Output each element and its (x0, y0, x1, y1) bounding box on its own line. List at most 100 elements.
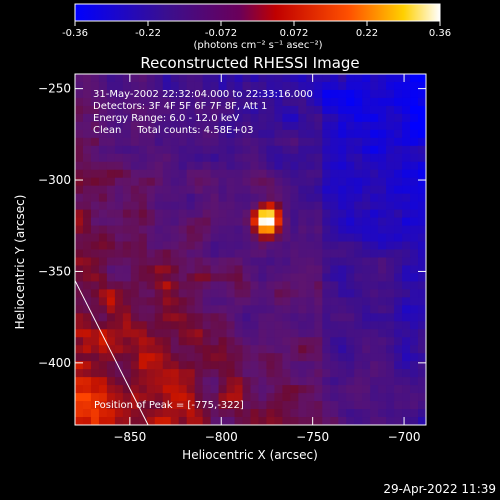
heatmap-cell (186, 313, 196, 322)
heatmap-cell (298, 361, 307, 370)
heatmap-cell (106, 81, 116, 91)
heatmap-cell (298, 161, 307, 171)
heatmap-cell (346, 193, 355, 203)
heatmap-cell (346, 313, 355, 322)
heatmap-cell (274, 209, 284, 219)
heatmap-cell (378, 257, 387, 267)
heatmap-cell (386, 97, 395, 107)
heatmap-cell (394, 153, 403, 163)
heatmap-cell (290, 417, 299, 425)
heatmap-cell (306, 321, 315, 330)
heatmap-cell (114, 241, 124, 251)
heatmap-cell (330, 137, 339, 147)
heatmap-cell (258, 305, 268, 314)
heatmap-cell (122, 201, 132, 211)
heatmap-cell (122, 393, 132, 402)
heatmap-cell (418, 153, 426, 163)
heatmap-cell (234, 297, 244, 306)
heatmap-cell (114, 225, 124, 235)
heatmap-cell (170, 305, 180, 314)
heatmap-cell (146, 217, 156, 227)
heatmap-cell (330, 209, 339, 219)
heatmap-cell (290, 185, 299, 195)
heatmap-cell (242, 225, 252, 235)
heatmap-cell (75, 345, 84, 354)
heatmap-cell (418, 337, 426, 346)
heatmap-cell (162, 233, 172, 243)
heatmap-cell (226, 185, 236, 195)
heatmap-cell (418, 241, 426, 251)
heatmap-cell (266, 409, 276, 418)
heatmap-cell (410, 249, 419, 259)
heatmap-cell (290, 385, 299, 394)
heatmap-cell (298, 393, 307, 402)
heatmap-cell (330, 249, 339, 259)
heatmap-cell (282, 209, 291, 219)
heatmap-cell (75, 89, 84, 99)
heatmap-cell (386, 185, 395, 195)
heatmap-cell (82, 89, 92, 99)
heatmap-cell (378, 233, 387, 243)
heatmap-cell (402, 89, 411, 99)
heatmap-cell (82, 401, 92, 410)
heatmap-cell (194, 297, 204, 306)
heatmap-cell (202, 145, 212, 155)
heatmap-cell (274, 121, 284, 131)
heatmap-cell (258, 225, 268, 235)
heatmap-cell (418, 137, 426, 147)
heatmap-cell (418, 201, 426, 211)
heatmap-cell (346, 249, 355, 259)
heatmap-cell (202, 417, 212, 425)
heatmap-cell (234, 169, 244, 179)
heatmap-cell (290, 345, 299, 354)
heatmap-cell (418, 281, 426, 290)
heatmap-cell (298, 401, 307, 410)
heatmap-cell (146, 257, 156, 267)
heatmap-cell (242, 201, 252, 211)
heatmap-cell (75, 225, 84, 235)
heatmap-cell (242, 417, 252, 425)
heatmap-cell (258, 129, 268, 139)
heatmap-cell (170, 257, 180, 267)
heatmap-cell (154, 409, 164, 418)
heatmap-cell (122, 361, 132, 370)
heatmap-cell (346, 385, 355, 394)
heatmap-cell (90, 137, 100, 147)
heatmap-cell (170, 105, 180, 115)
heatmap-cell (106, 369, 116, 378)
heatmap-cell (298, 257, 307, 267)
heatmap-cell (290, 193, 299, 203)
heatmap-cell (130, 233, 140, 243)
heatmap-cell (410, 257, 419, 267)
heatmap-cell (330, 321, 339, 330)
heatmap-cell (202, 105, 212, 115)
heatmap-cell (82, 201, 92, 211)
heatmap-cell (178, 369, 188, 378)
heatmap-cell (218, 89, 228, 99)
y-tick-label: −300 (38, 173, 71, 187)
heatmap-cell (106, 281, 116, 290)
heatmap-cell (346, 217, 355, 227)
heatmap-cell (226, 233, 236, 243)
heatmap-cell (258, 297, 268, 306)
heatmap-cell (290, 409, 299, 418)
heatmap-cell (386, 273, 395, 283)
heatmap-cell (402, 241, 411, 251)
heatmap-cell (322, 177, 331, 187)
heatmap-cell (138, 321, 148, 330)
heatmap-cell (114, 353, 124, 362)
heatmap-cell (370, 145, 379, 155)
x-tick-label: −700 (388, 430, 421, 444)
heatmap-cell (330, 201, 339, 211)
heatmap-cell (314, 153, 323, 163)
heatmap-cell (314, 113, 323, 123)
heatmap-cell (234, 217, 244, 227)
heatmap-cell (402, 305, 411, 314)
heatmap-cell (75, 377, 84, 386)
heatmap-cell (186, 185, 196, 195)
heatmap-cell (250, 321, 260, 330)
heatmap-cell (218, 185, 228, 195)
heatmap-cell (314, 265, 323, 275)
heatmap-cell (274, 217, 284, 227)
heatmap-cell (282, 105, 291, 115)
